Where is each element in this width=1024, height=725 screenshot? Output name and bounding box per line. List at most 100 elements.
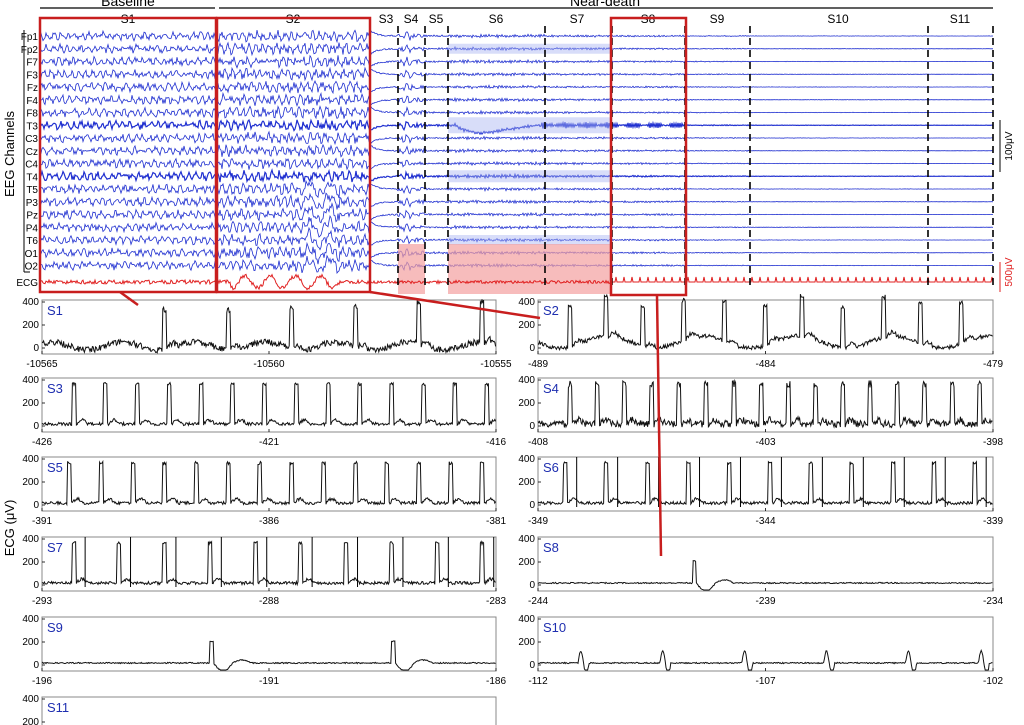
eeg-trace-f8 — [39, 105, 994, 120]
xtick-label: -398 — [983, 437, 1003, 448]
ytick-label: 400 — [22, 694, 39, 705]
panel-label-s9: S9 — [47, 620, 63, 635]
ecg-trace-s4 — [537, 378, 993, 429]
eeg-trace-f7 — [39, 54, 994, 69]
channel-label-o1: O1 — [25, 249, 39, 260]
ecg-panel-s7: 0 200 400 -293 -288 -283 S7 — [22, 534, 506, 607]
ytick-label: 200 — [22, 637, 39, 648]
ytick-label: 0 — [529, 343, 535, 354]
panel-frame — [537, 299, 994, 355]
panel-label-s2: S2 — [543, 303, 559, 318]
group-label-near-death: Near-death — [570, 0, 640, 9]
xtick-label: -283 — [486, 596, 506, 607]
xtick-label: -386 — [259, 516, 279, 527]
eeg-trace-p4 — [39, 214, 994, 238]
segment-label-s11: S11 — [950, 12, 971, 26]
xtick-label: -288 — [259, 596, 279, 607]
ecg-panel-s4: 0 200 400 -408 -403 -398 S4 — [518, 375, 1003, 448]
channel-label-p4: P4 — [26, 223, 39, 234]
ecg-trace-s3 — [41, 381, 497, 428]
ytick-label: 0 — [33, 500, 39, 511]
panel-frame — [41, 456, 497, 512]
eeg-trace-t3 — [39, 117, 994, 136]
ecg-trace-s1 — [41, 299, 497, 354]
highlight-box-s8 — [609, 16, 688, 297]
xtick-label: -244 — [528, 596, 548, 607]
ytick-label: 200 — [22, 320, 39, 331]
xtick-label: -339 — [983, 516, 1003, 527]
panel-frame — [41, 377, 497, 433]
panel-label-s8: S8 — [543, 540, 559, 555]
ecg-panel-s5: 0 200 400 -391 -386 -381 S5 — [22, 454, 506, 527]
channel-label-t6: T6 — [26, 236, 38, 247]
xtick-label: -107 — [755, 676, 775, 687]
eeg-trace-fz — [39, 79, 994, 95]
eeg-band-1 — [448, 117, 612, 134]
panel-frame — [537, 616, 994, 672]
ecg-trace-s6 — [537, 460, 993, 507]
eeg-trace-fp2 — [39, 41, 993, 57]
ecg-trace-s9 — [41, 640, 496, 671]
ytick-label: 200 — [22, 477, 39, 488]
ytick-label: 200 — [518, 477, 535, 488]
connector-s2 — [369, 290, 541, 320]
ytick-label: 0 — [529, 500, 535, 511]
xtick-label: -484 — [755, 359, 775, 370]
ecg-panel-s1: 0 200 400 -10565 -10560 -10555 S1 — [22, 297, 512, 370]
ecg-panel-s3: 0 200 400 -426 -421 -416 S3 — [22, 375, 506, 448]
channel-label-o2: O2 — [25, 262, 39, 273]
xtick-label: -479 — [983, 359, 1003, 370]
panel-label-s1: S1 — [47, 303, 63, 318]
zoom-connectors — [119, 290, 663, 557]
eeg-dense-bands — [448, 43, 612, 245]
channel-label-fp1: Fp1 — [21, 32, 39, 43]
ytick-label: 200 — [518, 320, 535, 331]
xtick-label: -10555 — [480, 359, 512, 370]
xtick-label: -344 — [755, 516, 775, 527]
xtick-label: -403 — [755, 437, 775, 448]
panel-label-s3: S3 — [47, 381, 63, 396]
xtick-label: -416 — [486, 437, 506, 448]
ecg-ylabel: ECG (μV) — [2, 500, 17, 557]
eeg-trace-fp1 — [39, 29, 994, 44]
ytick-label: 0 — [33, 421, 39, 432]
xtick-label: -196 — [32, 676, 52, 687]
segment-label-s7: S7 — [570, 12, 585, 26]
xtick-label: -10560 — [253, 359, 285, 370]
ecg-trace-s7 — [41, 540, 496, 587]
eeg-trace-pz — [39, 202, 994, 224]
channel-label-t4: T4 — [26, 172, 38, 183]
ecg-panel-s6: 0 200 400 -349 -344 -339 S6 — [518, 454, 1003, 527]
panel-frame — [41, 536, 497, 592]
ecg-trace-s5 — [41, 459, 497, 507]
channel-label-p3: P3 — [26, 198, 39, 209]
ytick-label: 400 — [22, 534, 39, 545]
ecg-panel-s2: 0 200 400 -489 -484 -479 S2 — [518, 293, 1003, 370]
ecg-panel-s9: 0 200 400 -196 -191 -186 S9 — [22, 614, 506, 687]
ytick-label: 400 — [22, 375, 39, 386]
xtick-label: -426 — [32, 437, 52, 448]
segment-label-s10: S10 — [827, 12, 849, 26]
group-label-baseline: Baseline — [101, 0, 155, 9]
panel-label-s6: S6 — [543, 460, 559, 475]
ytick-label: 400 — [518, 534, 535, 545]
ytick-label: 400 — [518, 375, 535, 386]
xtick-label: -349 — [528, 516, 548, 527]
ecg-overview-trace — [39, 273, 994, 291]
panel-label-s11: S11 — [47, 700, 69, 715]
channel-label-cz: Cz — [26, 147, 38, 158]
ytick-label: 0 — [529, 421, 535, 432]
ecg-panel-s8: 0 200 400 -244 -239 -234 S8 — [518, 534, 1003, 607]
segment-label-s5: S5 — [429, 12, 444, 26]
channel-label-fz: Fz — [27, 83, 38, 94]
ytick-label: 200 — [518, 557, 535, 568]
channel-label-c4: C4 — [25, 160, 38, 171]
ytick-label: 0 — [33, 343, 39, 354]
eeg-trace-c4 — [39, 157, 994, 171]
panel-label-s4: S4 — [543, 381, 559, 396]
panel-frame — [41, 696, 497, 725]
